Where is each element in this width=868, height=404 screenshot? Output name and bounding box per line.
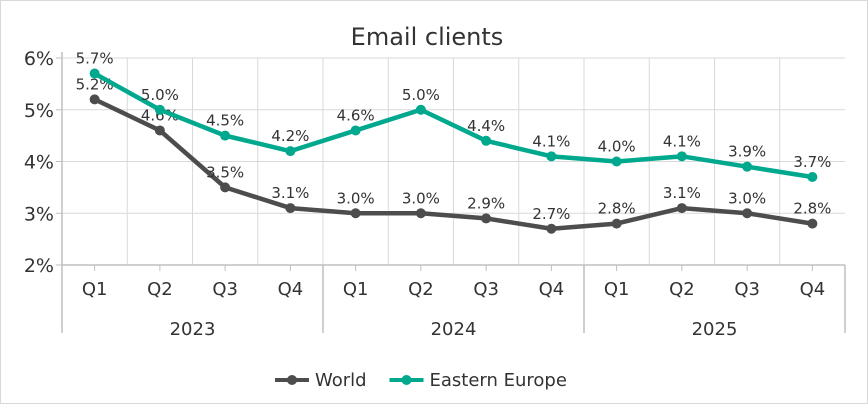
data-label: 4.1% [663, 132, 701, 150]
data-point [676, 151, 687, 162]
series-line [93, 71, 813, 180]
data-label: 3.9% [728, 143, 766, 161]
data-point [154, 104, 165, 115]
data-label: 4.0% [598, 138, 636, 156]
data-label: 3.7% [793, 153, 831, 171]
data-label: 2.8% [793, 200, 831, 218]
chart-title: Email clients [351, 23, 504, 51]
data-label: 5.0% [402, 86, 440, 104]
data-label: 3.0% [402, 189, 440, 207]
data-point [220, 130, 231, 141]
x-tick-label: Q1 [604, 279, 630, 300]
x-tick-label: Q3 [473, 279, 499, 300]
data-label: 4.6% [141, 106, 179, 124]
data-point [481, 213, 492, 224]
y-tick-label: 2% [24, 255, 54, 277]
data-point [415, 104, 426, 115]
data-point [415, 208, 426, 219]
data-label: 4.4% [467, 117, 505, 135]
data-label: 2.8% [598, 200, 636, 218]
x-tick-label: Q4 [278, 279, 304, 300]
data-label: 3.1% [663, 184, 701, 202]
x-tick-label: Q2 [408, 279, 434, 300]
data-point [611, 218, 622, 229]
data-point [220, 182, 231, 193]
y-tick-label: 6% [24, 48, 54, 70]
data-point [350, 208, 361, 219]
data-point [676, 203, 687, 214]
data-label: 4.6% [337, 106, 375, 124]
data-label: 5.0% [141, 86, 179, 104]
data-label: 3.5% [206, 163, 244, 181]
data-point [89, 94, 100, 105]
legend-label: World [315, 370, 367, 391]
data-point [611, 156, 622, 167]
data-label: 5.7% [76, 50, 114, 68]
data-label: 3.1% [271, 184, 309, 202]
data-point [807, 218, 818, 229]
y-tick-label: 5% [24, 100, 54, 122]
x-tick-label: Q2 [147, 279, 173, 300]
data-label: 3.0% [337, 189, 375, 207]
data-point [350, 125, 361, 136]
legend-label: Eastern Europe [430, 370, 567, 391]
data-point [807, 172, 818, 183]
data-label: 4.5% [206, 112, 244, 130]
y-tick-label: 4% [24, 152, 54, 174]
data-label: 3.0% [728, 189, 766, 207]
y-tick-label: 3% [24, 203, 54, 225]
year-label: 2024 [431, 319, 477, 340]
data-point [742, 208, 753, 219]
x-tick-label: Q4 [539, 279, 565, 300]
data-label: 2.9% [467, 194, 505, 212]
legend-marker [287, 375, 297, 385]
data-point [285, 146, 296, 157]
legend-marker [401, 375, 412, 385]
data-point [154, 125, 165, 136]
x-tick-label: Q2 [669, 279, 695, 300]
data-point [742, 161, 753, 172]
data-label: 4.1% [532, 132, 570, 150]
year-label: 2023 [170, 319, 216, 340]
series-line [93, 97, 813, 232]
data-point [546, 223, 557, 234]
year-label: 2025 [692, 319, 738, 340]
data-label: 4.2% [271, 127, 309, 145]
data-label: 2.7% [532, 205, 570, 223]
data-point [546, 151, 557, 162]
data-point [89, 68, 100, 79]
x-tick-label: Q1 [343, 279, 369, 300]
data-point [481, 135, 492, 146]
x-tick-label: Q3 [734, 279, 760, 300]
data-point [285, 203, 296, 214]
x-tick-label: Q3 [212, 279, 238, 300]
x-tick-label: Q4 [800, 279, 826, 300]
x-tick-label: Q1 [82, 279, 108, 300]
